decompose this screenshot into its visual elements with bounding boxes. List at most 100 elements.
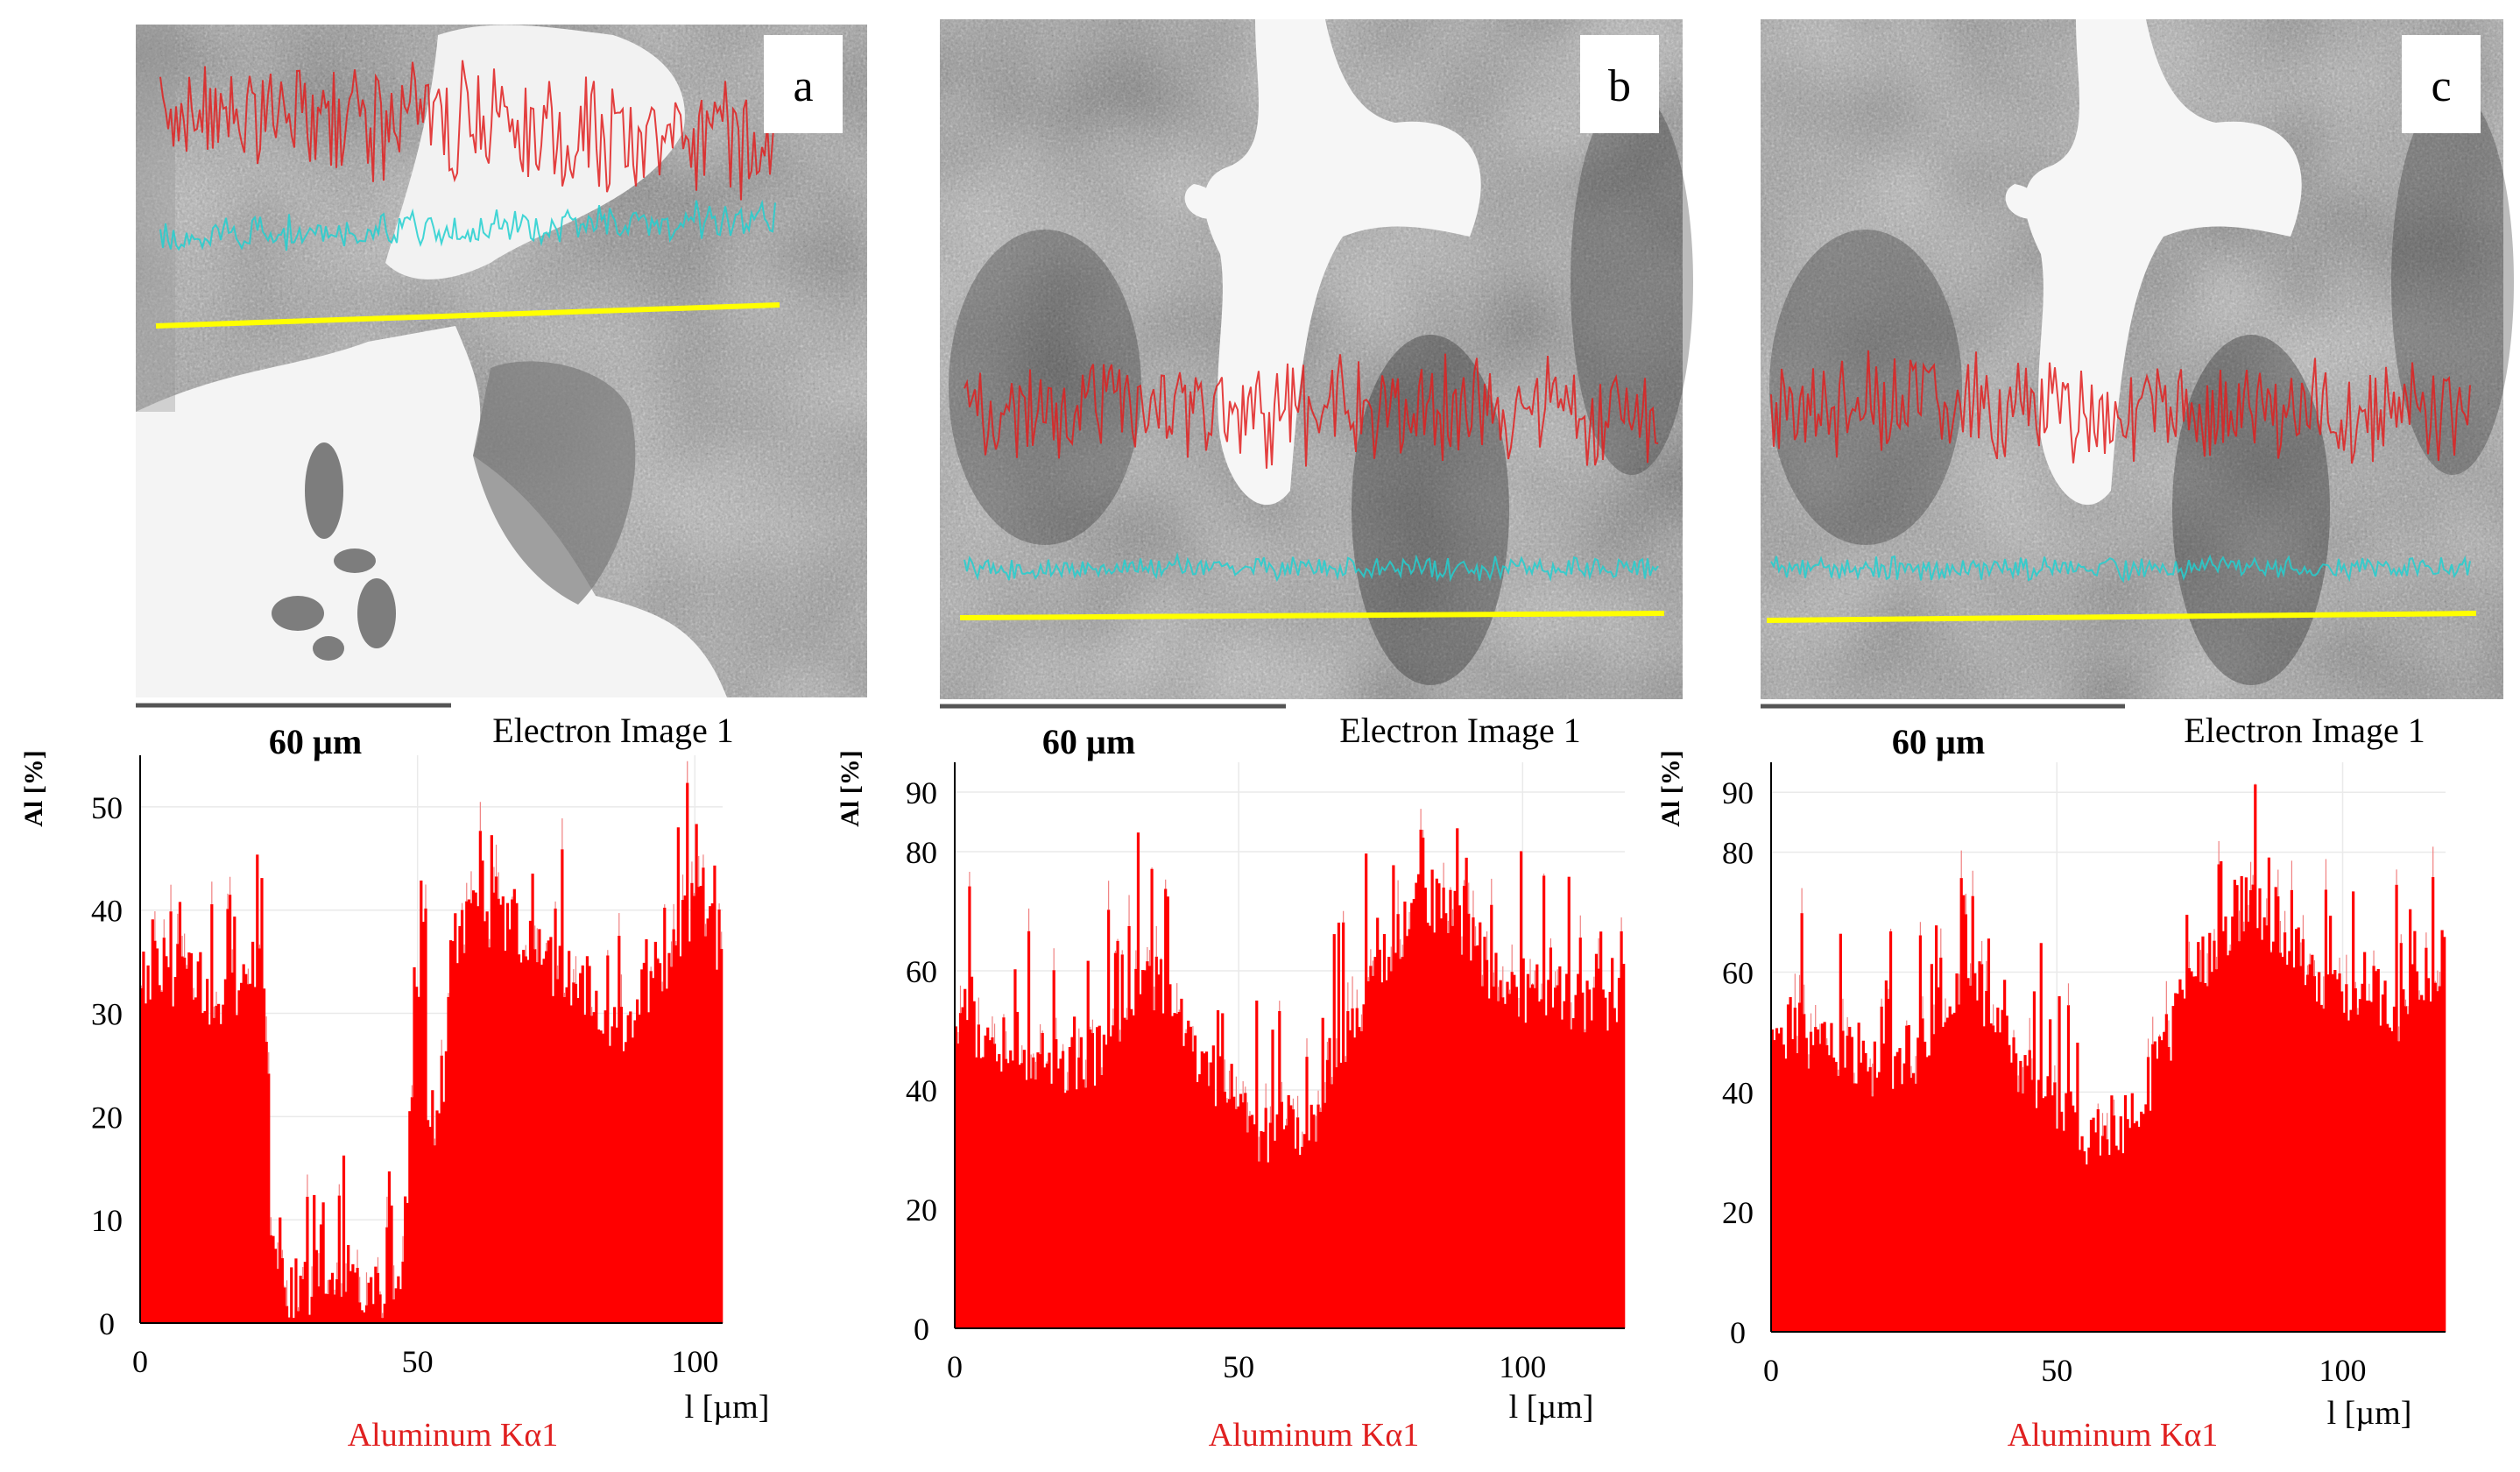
data-bar [1563,1001,1566,1328]
data-bar [1211,1045,1215,1328]
data-bar [1773,1040,1776,1332]
data-bar [2065,1093,2068,1332]
data-bar [561,849,564,1323]
data-bar [2237,941,2241,1332]
data-bar [592,1012,596,1323]
data-bar [424,908,427,1323]
data-bar [1535,964,1539,1328]
data-bar [326,1293,329,1323]
data-bar [296,1311,300,1323]
data-bar [1346,1011,1350,1328]
data-bar [1770,1029,1774,1332]
data-bar [1098,1025,1101,1328]
panel-label-box [2402,35,2481,133]
data-bar [1508,994,1512,1328]
data-bar [1091,1033,1095,1328]
data-bar [408,1111,412,1323]
data-bar [2157,1036,2162,1332]
data-bar [517,954,521,1323]
data-bar [1622,964,1626,1328]
data-bar [669,966,674,1323]
data-bar [370,1277,373,1323]
data-bar [2420,994,2424,1332]
data-bar [2119,1116,2122,1332]
data-bar [488,947,491,1323]
data-bar [342,1155,346,1323]
data-bar [1369,966,1373,1328]
data-bar [1437,883,1441,1328]
y-tick-label: 30 [91,997,123,1032]
data-bar [1570,1029,1573,1328]
data-bar [1244,1093,1247,1328]
data-bar [1780,1027,1783,1332]
y-tick-label: 50 [91,790,123,825]
data-bar [2174,993,2178,1332]
data-bar [2021,1093,2025,1332]
data-bar [2295,929,2298,1332]
data-bar [2376,968,2380,1332]
data-bar [1442,888,1445,1328]
data-bar [1278,1010,1281,1328]
data-bar [572,982,575,1323]
data-bar [2281,956,2284,1332]
data-bar [1275,1114,1279,1328]
data-bar [992,1044,997,1328]
data-bar [524,956,527,1323]
data-bar [1537,1001,1542,1328]
data-bar [383,1303,386,1323]
data-bar [1969,985,1973,1332]
data-bar [1353,1037,1357,1328]
data-bar [2160,1040,2164,1332]
data-bar [1385,980,1388,1328]
data-bar [1301,1146,1304,1328]
data-bar [2379,1025,2382,1332]
data-bar [1521,958,1525,1328]
data-bar [1261,1131,1266,1328]
data-bar [1141,970,1145,1328]
data-bar [1146,961,1149,1328]
data-bar [385,1227,389,1323]
particle [357,578,396,648]
data-bar [1577,973,1580,1328]
data-bar [1048,1052,1051,1328]
data-bar [2288,951,2291,1332]
data-bar [2089,1120,2093,1332]
data-bar [1777,1033,1781,1332]
electron-image: c [1761,19,2514,699]
data-bar [1319,1112,1323,1328]
data-bar [1807,1068,1811,1332]
data-bar [2208,932,2212,1332]
data-bar [1107,909,1111,1328]
data-bar [481,860,484,1323]
data-bar [512,888,516,1323]
y-axis-label: Al [%] [19,750,48,826]
data-bar [2094,1132,2098,1332]
data-bar [2123,1095,2128,1332]
data-bar [2117,1150,2121,1332]
data-bar [2388,1027,2391,1332]
data-bar [353,1272,357,1323]
data-bar [1479,922,1482,1328]
data-bar [1241,1102,1245,1328]
data-bar [1314,1141,1318,1328]
data-bar [2433,982,2437,1332]
data-bar [155,948,159,1323]
data-bar [545,951,548,1323]
data-bar [1426,923,1429,1328]
data-bar [1034,1079,1037,1328]
data-bar [1412,898,1415,1328]
data-bar [2187,967,2191,1332]
data-bar [690,882,694,1323]
data-bar [2324,889,2328,1332]
data-bar [394,1288,398,1323]
data-bar [2244,877,2248,1332]
data-bar [404,1196,407,1323]
data-bar [663,907,667,1323]
data-bar [551,995,555,1323]
data-bar [2404,1006,2408,1332]
data-bar [1606,1030,1610,1328]
data-bar [371,1304,375,1323]
data-bar [1871,1096,1874,1332]
dark-grain [1571,89,1693,475]
data-bar [970,976,974,1328]
